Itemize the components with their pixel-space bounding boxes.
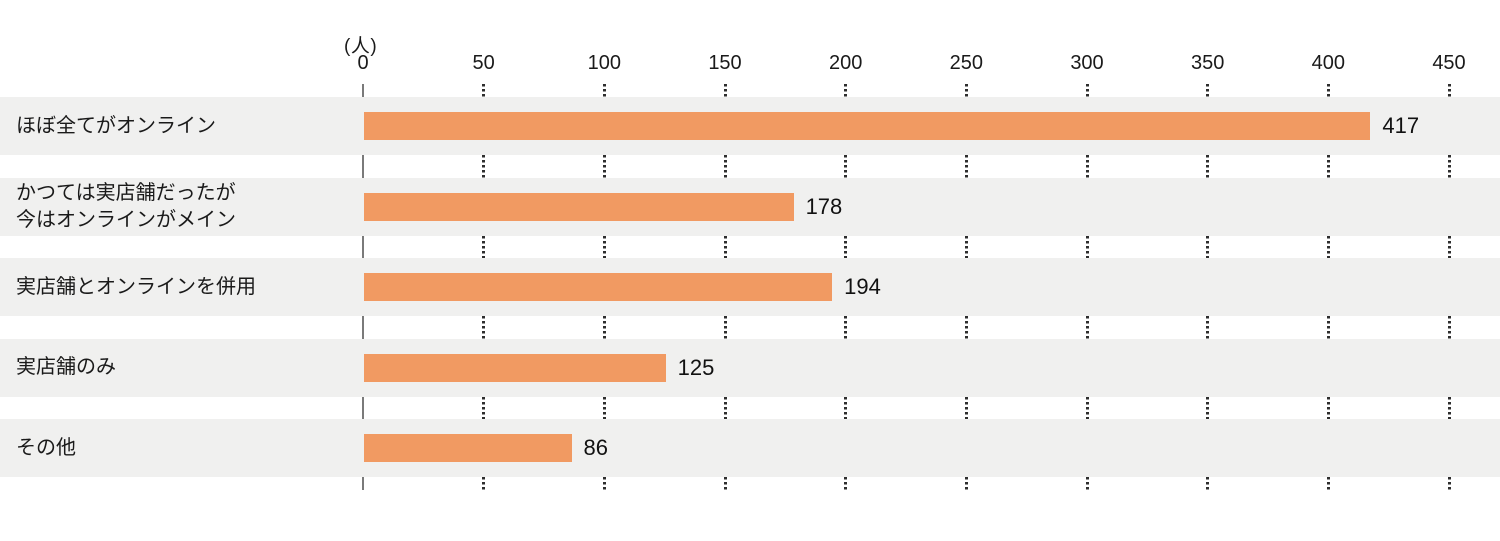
tick-dot-stub (723, 155, 727, 178)
tick-dot-stub (1085, 155, 1089, 178)
tick-dot-stub (1326, 155, 1330, 178)
category-label: かつては実店舗だったが 今はオンラインがメイン (16, 181, 236, 231)
category-label: 実店舗のみ (16, 356, 116, 379)
tick-dot-stub (964, 84, 968, 97)
tick-dot-stub (1326, 235, 1330, 259)
tick-dot-stub (964, 396, 968, 420)
tick-dot-stub (1447, 477, 1451, 490)
x-tick-label: 0 (357, 52, 369, 74)
category-label: ほぼ全てがオンライン (16, 114, 216, 137)
tick-dot-stub (1447, 316, 1451, 339)
tick-dot-stub (1326, 477, 1330, 490)
tick-dot-stub (1206, 84, 1210, 97)
tick-dot-stub (1206, 396, 1210, 420)
tick-dot-stub (1206, 316, 1210, 339)
x-tick-label: 450 (1432, 52, 1466, 74)
x-tick-label: 400 (1311, 52, 1346, 74)
tick-dot-stub (844, 235, 848, 259)
tick-dot-stub (602, 235, 606, 259)
tick-dot-stub (844, 155, 848, 178)
row-band: その他 (0, 419, 1500, 478)
tick-dot-stub (723, 235, 727, 259)
tick-dot-stub (723, 477, 727, 490)
tick-dot-stub (723, 316, 727, 339)
tick-dot-stub (482, 316, 486, 339)
tick-dot-stub (1085, 396, 1089, 420)
tick-dot-stub (1085, 477, 1089, 490)
tick-dot-stub (844, 477, 848, 490)
tick-dot-stub (723, 84, 727, 97)
tick-dot-stub (964, 235, 968, 259)
data-bar (364, 434, 572, 463)
value-label: 86 (583, 435, 609, 461)
tick-dot-stub (1206, 235, 1210, 259)
value-label: 125 (677, 354, 715, 380)
data-bar (364, 112, 1371, 140)
value-label: 417 (1382, 113, 1420, 138)
tick-dot-stub (964, 477, 968, 490)
x-tick-label: 50 (472, 52, 495, 74)
data-bar (364, 353, 666, 382)
tick-dot-stub (1326, 396, 1330, 420)
tick-dot-stub (1447, 235, 1451, 259)
tick-dot-stub (723, 396, 727, 420)
data-bar (364, 273, 833, 302)
value-label: 178 (805, 193, 843, 219)
data-bar (364, 192, 794, 221)
tick-dot-stub (482, 477, 486, 490)
x-tick-label: 300 (1070, 52, 1104, 74)
tick-dot-stub (1326, 84, 1330, 97)
x-tick-label: 150 (708, 52, 742, 74)
tick-dot-stub (1447, 84, 1451, 97)
tick-dot-stub (1085, 84, 1089, 97)
tick-dot-stub (602, 84, 606, 97)
tick-dot-stub (1085, 316, 1089, 339)
tick-dot-stub (602, 477, 606, 490)
tick-dot-stub (1206, 155, 1210, 178)
value-label: 194 (844, 274, 881, 300)
tick-dot-stub (964, 155, 968, 178)
tick-dot-stub (602, 155, 606, 178)
tick-dot-stub (1326, 316, 1330, 339)
x-tick-label: 350 (1190, 52, 1225, 74)
tick-dot-stub (482, 155, 486, 178)
tick-dot-stub (844, 84, 848, 97)
axis-unit-label: (人) (344, 36, 378, 57)
tick-dot-stub (1206, 477, 1210, 490)
tick-dot-stub (964, 316, 968, 339)
row-band: 実店舗のみ (0, 338, 1500, 397)
tick-dot-stub (1447, 396, 1451, 420)
category-label: 実店舗とオンラインを併用 (16, 275, 256, 298)
tick-dot-stub (482, 84, 486, 97)
tick-dot-stub (482, 396, 486, 420)
x-tick-label: 100 (587, 52, 622, 74)
tick-dot-stub (1447, 155, 1451, 178)
category-label: その他 (16, 436, 76, 459)
tick-dot-stub (844, 396, 848, 420)
tick-dot-stub (482, 235, 486, 259)
tick-dot-stub (602, 316, 606, 339)
x-tick-label: 200 (828, 52, 863, 74)
x-tick-label: 250 (949, 52, 984, 74)
tick-dot-stub (1085, 235, 1089, 259)
tick-dot-stub (602, 396, 606, 420)
tick-dot-stub (844, 316, 848, 339)
